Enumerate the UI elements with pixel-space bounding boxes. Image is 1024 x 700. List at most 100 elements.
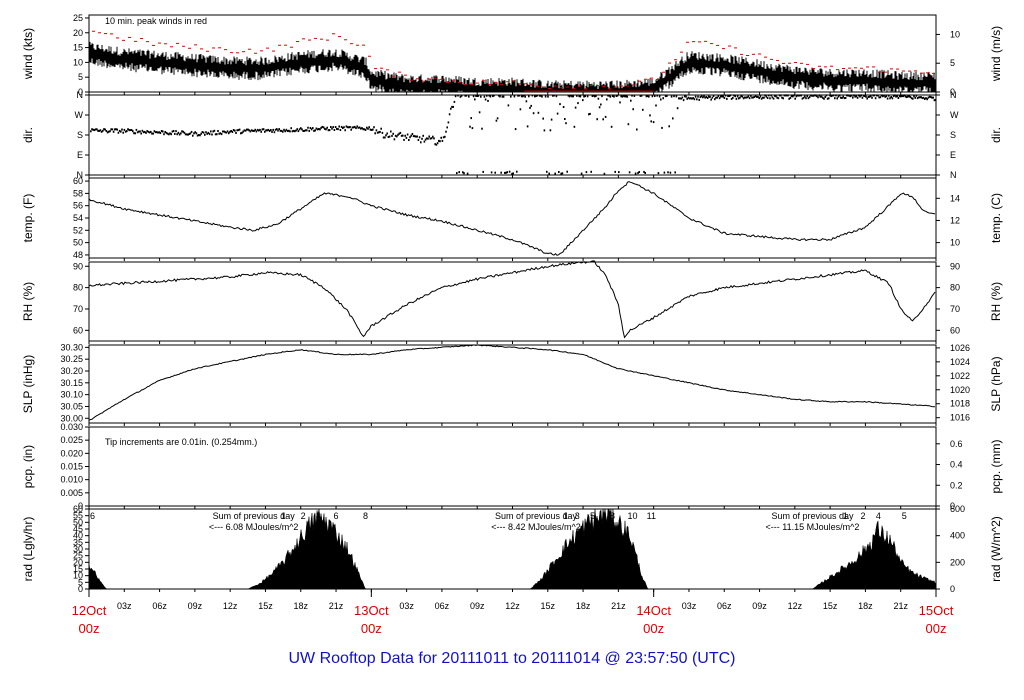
direction-point [148, 131, 151, 134]
temp-left-tick-label: 60 [73, 176, 83, 186]
direction-point [874, 97, 877, 100]
direction-point [511, 172, 513, 175]
direction-point [230, 130, 232, 132]
slp-left-tick-label: 30.05 [60, 401, 83, 411]
direction-point [169, 132, 171, 135]
direction-point [614, 170, 616, 173]
direction-point [379, 130, 381, 133]
direction-point [296, 128, 298, 131]
direction-point [715, 96, 717, 99]
direction-point [826, 97, 829, 100]
direction-point [718, 97, 721, 100]
direction-point [464, 94, 466, 97]
direction-point [693, 98, 696, 101]
direction-point [234, 129, 236, 132]
direction-point [333, 129, 336, 131]
direction-point [752, 96, 754, 99]
direction-point [598, 106, 601, 109]
direction-point [531, 94, 534, 97]
direction-point [184, 133, 187, 136]
direction-point [884, 95, 886, 98]
direction-point [423, 140, 426, 143]
direction-point [843, 97, 846, 100]
direction-point [145, 131, 147, 134]
direction-point [735, 97, 738, 100]
direction-point [568, 95, 571, 98]
direction-point [529, 106, 531, 109]
direction-point [442, 136, 445, 139]
direction-point [762, 96, 764, 99]
direction-point [168, 133, 170, 136]
direction-point [754, 95, 757, 97]
direction-point [820, 95, 823, 98]
direction-point [345, 125, 348, 128]
direction-point [427, 137, 429, 140]
direction-point [176, 133, 178, 136]
direction-point [712, 94, 715, 97]
direction-point [334, 126, 337, 128]
x-day-label: 12Oct [72, 603, 107, 618]
direction-point [595, 94, 597, 97]
direction-point [817, 96, 819, 99]
direction-point [556, 112, 559, 115]
direction-point [697, 95, 699, 98]
direction-point [109, 130, 111, 133]
direction-point [600, 103, 602, 106]
direction-point [522, 95, 524, 98]
x-hour-tick-label: 21z [611, 601, 626, 611]
direction-point [444, 135, 446, 138]
rad-hour-marker: 6 [334, 511, 339, 521]
direction-point [366, 126, 368, 129]
direction-point [285, 128, 288, 131]
direction-point [102, 129, 104, 132]
direction-point [188, 133, 190, 135]
direction-point [307, 126, 309, 129]
direction-point [876, 94, 878, 97]
direction-point [398, 132, 400, 135]
direction-point [418, 136, 421, 139]
direction-point [447, 121, 450, 124]
pcp-right-tick-label: 0.6 [950, 439, 963, 449]
direction-point [330, 126, 332, 128]
direction-point [792, 95, 794, 98]
direction-point [838, 94, 841, 97]
rad-ylabel-right: rad (W/m^2) [989, 516, 1003, 582]
x-hour-tick-label: 12z [223, 601, 238, 611]
direction-point [920, 96, 922, 99]
direction-point [426, 137, 428, 140]
direction-point [594, 95, 596, 98]
slp-left-tick-label: 30.00 [60, 413, 83, 423]
direction-point [414, 135, 416, 138]
direction-point [187, 133, 189, 136]
direction-point [424, 138, 427, 141]
rh-ylabel-right: RH (%) [989, 282, 1003, 321]
direction-point [848, 94, 850, 97]
direction-point [219, 132, 222, 135]
direction-point [468, 95, 470, 98]
direction-point [232, 129, 235, 131]
direction-point [298, 128, 301, 131]
direction-point [349, 126, 351, 128]
direction-point [391, 134, 393, 137]
direction-point [765, 95, 768, 98]
direction-point [534, 95, 536, 98]
direction-point [685, 95, 687, 98]
direction-point [483, 95, 486, 98]
direction-point [315, 127, 318, 130]
direction-point [159, 132, 162, 134]
direction-point [460, 94, 463, 97]
direction-point [781, 96, 783, 99]
direction-point [795, 95, 798, 98]
direction-point [141, 129, 144, 132]
direction-point [562, 106, 565, 108]
direction-point [348, 126, 350, 129]
direction-point [662, 97, 664, 100]
rad-hour-marker: 4 [876, 511, 881, 521]
rad-left-tick-label: 10 [73, 571, 83, 581]
direction-point [416, 135, 418, 138]
direction-point [494, 171, 496, 174]
direction-point [786, 94, 788, 97]
direction-point [253, 130, 255, 132]
direction-point [452, 105, 454, 108]
direction-point [846, 94, 848, 97]
